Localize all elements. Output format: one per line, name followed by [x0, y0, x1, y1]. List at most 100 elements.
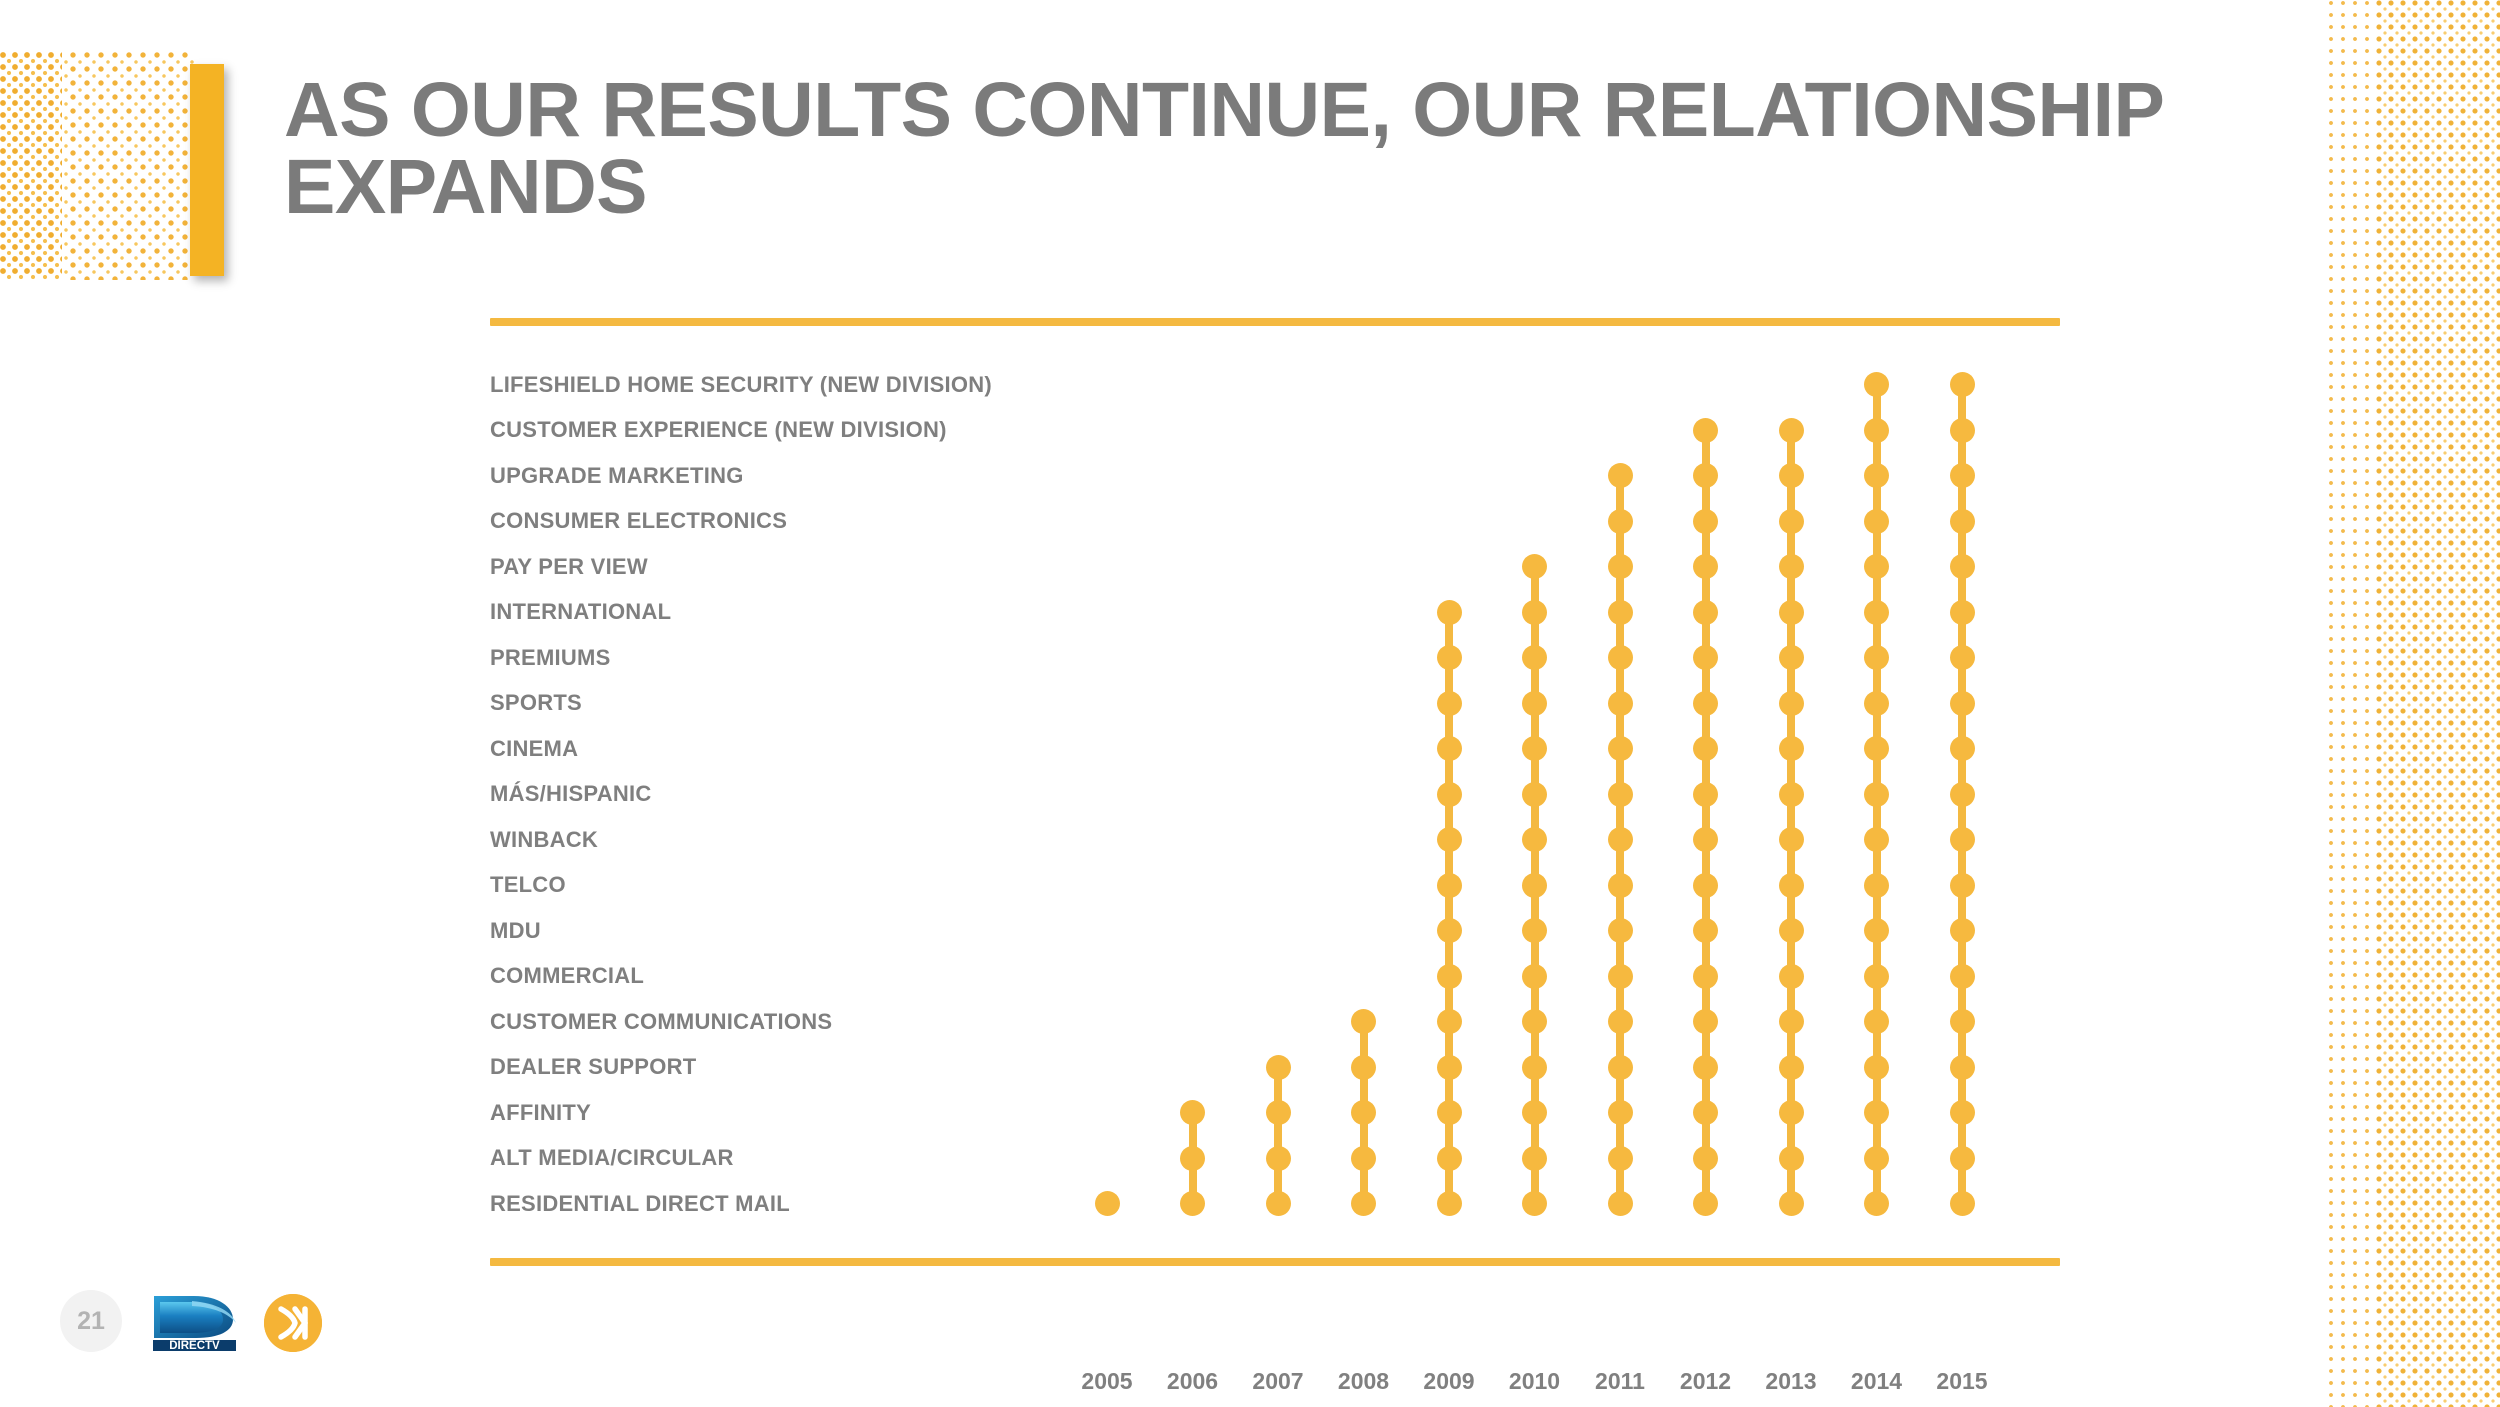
- data-dot[interactable]: [1864, 417, 1889, 443]
- data-dot[interactable]: [1607, 918, 1633, 944]
- data-dot[interactable]: [1607, 781, 1633, 807]
- data-dot[interactable]: [1949, 372, 1975, 398]
- data-dot[interactable]: [1180, 1145, 1205, 1171]
- data-dot[interactable]: [1949, 781, 1975, 807]
- data-dot[interactable]: [1778, 463, 1804, 489]
- data-dot[interactable]: [1864, 827, 1889, 853]
- data-dot[interactable]: [1436, 1054, 1462, 1080]
- data-dot[interactable]: [1949, 417, 1975, 443]
- data-dot[interactable]: [1522, 1145, 1547, 1171]
- year-column[interactable]: [1589, 362, 1651, 1242]
- data-dot[interactable]: [1949, 1054, 1975, 1080]
- data-dot[interactable]: [1778, 1054, 1804, 1080]
- data-dot[interactable]: [1522, 827, 1547, 853]
- data-dot[interactable]: [1436, 918, 1462, 944]
- data-dot[interactable]: [1864, 554, 1889, 580]
- data-dot[interactable]: [1351, 1054, 1376, 1080]
- data-dot[interactable]: [1436, 599, 1462, 625]
- data-dot[interactable]: [1607, 963, 1633, 989]
- data-dot[interactable]: [1693, 508, 1718, 534]
- data-dot[interactable]: [1693, 463, 1718, 489]
- year-column[interactable]: [1846, 362, 1908, 1242]
- data-dot[interactable]: [1864, 736, 1889, 762]
- data-dot[interactable]: [1864, 918, 1889, 944]
- data-dot[interactable]: [1778, 781, 1804, 807]
- data-dot[interactable]: [1778, 417, 1804, 443]
- data-dot[interactable]: [1436, 645, 1462, 671]
- data-dot[interactable]: [1949, 1009, 1975, 1035]
- data-dot[interactable]: [1693, 1054, 1718, 1080]
- year-column[interactable]: [1247, 362, 1309, 1242]
- data-dot[interactable]: [1265, 1100, 1291, 1126]
- data-dot[interactable]: [1864, 508, 1889, 534]
- data-dot[interactable]: [1864, 1009, 1889, 1035]
- data-dot[interactable]: [1607, 872, 1633, 898]
- data-dot[interactable]: [1778, 827, 1804, 853]
- data-dot[interactable]: [1607, 736, 1633, 762]
- data-dot[interactable]: [1949, 508, 1975, 534]
- data-dot[interactable]: [1351, 1145, 1376, 1171]
- data-dot[interactable]: [1265, 1054, 1291, 1080]
- data-dot[interactable]: [1607, 599, 1633, 625]
- data-dot[interactable]: [1607, 1191, 1633, 1217]
- data-dot[interactable]: [1949, 918, 1975, 944]
- data-dot[interactable]: [1949, 872, 1975, 898]
- data-dot[interactable]: [1864, 1191, 1889, 1217]
- data-dot[interactable]: [1693, 417, 1718, 443]
- data-dot[interactable]: [1693, 1009, 1718, 1035]
- data-dot[interactable]: [1864, 1054, 1889, 1080]
- data-dot[interactable]: [1180, 1191, 1205, 1217]
- data-dot[interactable]: [1522, 781, 1547, 807]
- data-dot[interactable]: [1778, 645, 1804, 671]
- data-dot[interactable]: [1607, 463, 1633, 489]
- data-dot[interactable]: [1864, 463, 1889, 489]
- data-dot[interactable]: [1693, 963, 1718, 989]
- data-dot[interactable]: [1949, 736, 1975, 762]
- data-dot[interactable]: [1522, 645, 1547, 671]
- data-dot[interactable]: [1864, 599, 1889, 625]
- data-dot[interactable]: [1778, 1191, 1804, 1217]
- data-dot[interactable]: [1949, 690, 1975, 716]
- data-dot[interactable]: [1607, 827, 1633, 853]
- data-dot[interactable]: [1351, 1100, 1376, 1126]
- data-dot[interactable]: [1778, 1145, 1804, 1171]
- data-dot[interactable]: [1864, 1100, 1889, 1126]
- year-column[interactable]: [1931, 362, 1993, 1242]
- data-dot[interactable]: [1778, 554, 1804, 580]
- data-dot[interactable]: [1864, 872, 1889, 898]
- data-dot[interactable]: [1607, 508, 1633, 534]
- data-dot[interactable]: [1949, 463, 1975, 489]
- data-dot[interactable]: [1949, 1100, 1975, 1126]
- data-dot[interactable]: [1180, 1100, 1205, 1126]
- year-column[interactable]: [1418, 362, 1480, 1242]
- data-dot[interactable]: [1607, 554, 1633, 580]
- data-dot[interactable]: [1607, 1009, 1633, 1035]
- data-dot[interactable]: [1522, 1054, 1547, 1080]
- data-dot[interactable]: [1351, 1191, 1376, 1217]
- data-dot[interactable]: [1436, 1009, 1462, 1035]
- data-dot[interactable]: [1265, 1145, 1291, 1171]
- data-dot[interactable]: [1693, 1145, 1718, 1171]
- data-dot[interactable]: [1949, 599, 1975, 625]
- data-dot[interactable]: [1778, 1100, 1804, 1126]
- data-dot[interactable]: [1693, 918, 1718, 944]
- data-dot[interactable]: [1693, 690, 1718, 716]
- data-dot[interactable]: [1949, 827, 1975, 853]
- data-dot[interactable]: [1778, 918, 1804, 944]
- data-dot[interactable]: [1607, 690, 1633, 716]
- data-dot[interactable]: [1778, 1009, 1804, 1035]
- year-column[interactable]: [1333, 362, 1395, 1242]
- data-dot[interactable]: [1693, 872, 1718, 898]
- data-dot[interactable]: [1436, 963, 1462, 989]
- data-dot[interactable]: [1436, 1145, 1462, 1171]
- data-dot[interactable]: [1436, 690, 1462, 716]
- data-dot[interactable]: [1778, 736, 1804, 762]
- data-dot[interactable]: [1522, 1009, 1547, 1035]
- data-dot[interactable]: [1778, 963, 1804, 989]
- data-dot[interactable]: [1778, 599, 1804, 625]
- data-dot[interactable]: [1436, 781, 1462, 807]
- data-dot[interactable]: [1436, 1191, 1462, 1217]
- data-dot[interactable]: [1864, 781, 1889, 807]
- data-dot[interactable]: [1522, 918, 1547, 944]
- data-dot[interactable]: [1864, 963, 1889, 989]
